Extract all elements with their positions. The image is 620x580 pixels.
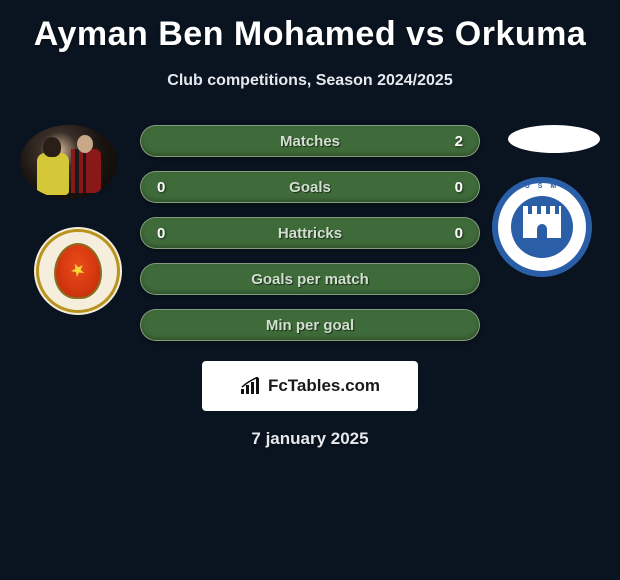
chart-icon: [240, 377, 262, 395]
club-inner-icon: [511, 196, 573, 258]
stat-row-goals: 0 Goals 0: [140, 171, 480, 203]
stat-left-value: 0: [157, 179, 169, 196]
watermark[interactable]: FcTables.com: [202, 361, 418, 411]
club-logo-right: U S M: [492, 177, 592, 277]
stat-right-value: 0: [451, 225, 463, 242]
stat-label: Hattricks: [278, 225, 342, 242]
content-row: Matches 2 0 Goals 0 0 Hattricks 0 Goals …: [0, 125, 620, 355]
stat-label: Goals: [289, 179, 331, 196]
castle-icon: [523, 214, 561, 238]
stat-row-matches: Matches 2: [140, 125, 480, 157]
stat-right-value: 0: [451, 179, 463, 196]
right-column: U S M: [490, 125, 610, 355]
watermark-text: FcTables.com: [268, 376, 380, 396]
club-shield-icon: [54, 243, 102, 299]
stat-label: Goals per match: [251, 271, 369, 288]
subtitle: Club competitions, Season 2024/2025: [0, 72, 620, 90]
stat-label: Min per goal: [266, 317, 354, 334]
player-photo-left: [20, 125, 118, 199]
club-ring-text-icon: U S M: [492, 183, 592, 190]
club-logo-left: [34, 227, 122, 315]
page-title: Ayman Ben Mohamed vs Orkuma: [0, 15, 620, 54]
left-column: [10, 125, 130, 355]
stat-row-hattricks: 0 Hattricks 0: [140, 217, 480, 249]
stats-column: Matches 2 0 Goals 0 0 Hattricks 0 Goals …: [140, 125, 480, 355]
player-photo-right: [508, 125, 600, 153]
stat-row-goals-per-match: Goals per match: [140, 263, 480, 295]
comparison-card: Ayman Ben Mohamed vs Orkuma Club competi…: [0, 0, 620, 459]
stat-left-value: 0: [157, 225, 169, 242]
stat-right-value: 2: [451, 133, 463, 150]
stat-row-min-per-goal: Min per goal: [140, 309, 480, 341]
player-silhouette-icon: [35, 135, 105, 195]
stat-label: Matches: [280, 133, 340, 150]
date: 7 january 2025: [0, 429, 620, 449]
